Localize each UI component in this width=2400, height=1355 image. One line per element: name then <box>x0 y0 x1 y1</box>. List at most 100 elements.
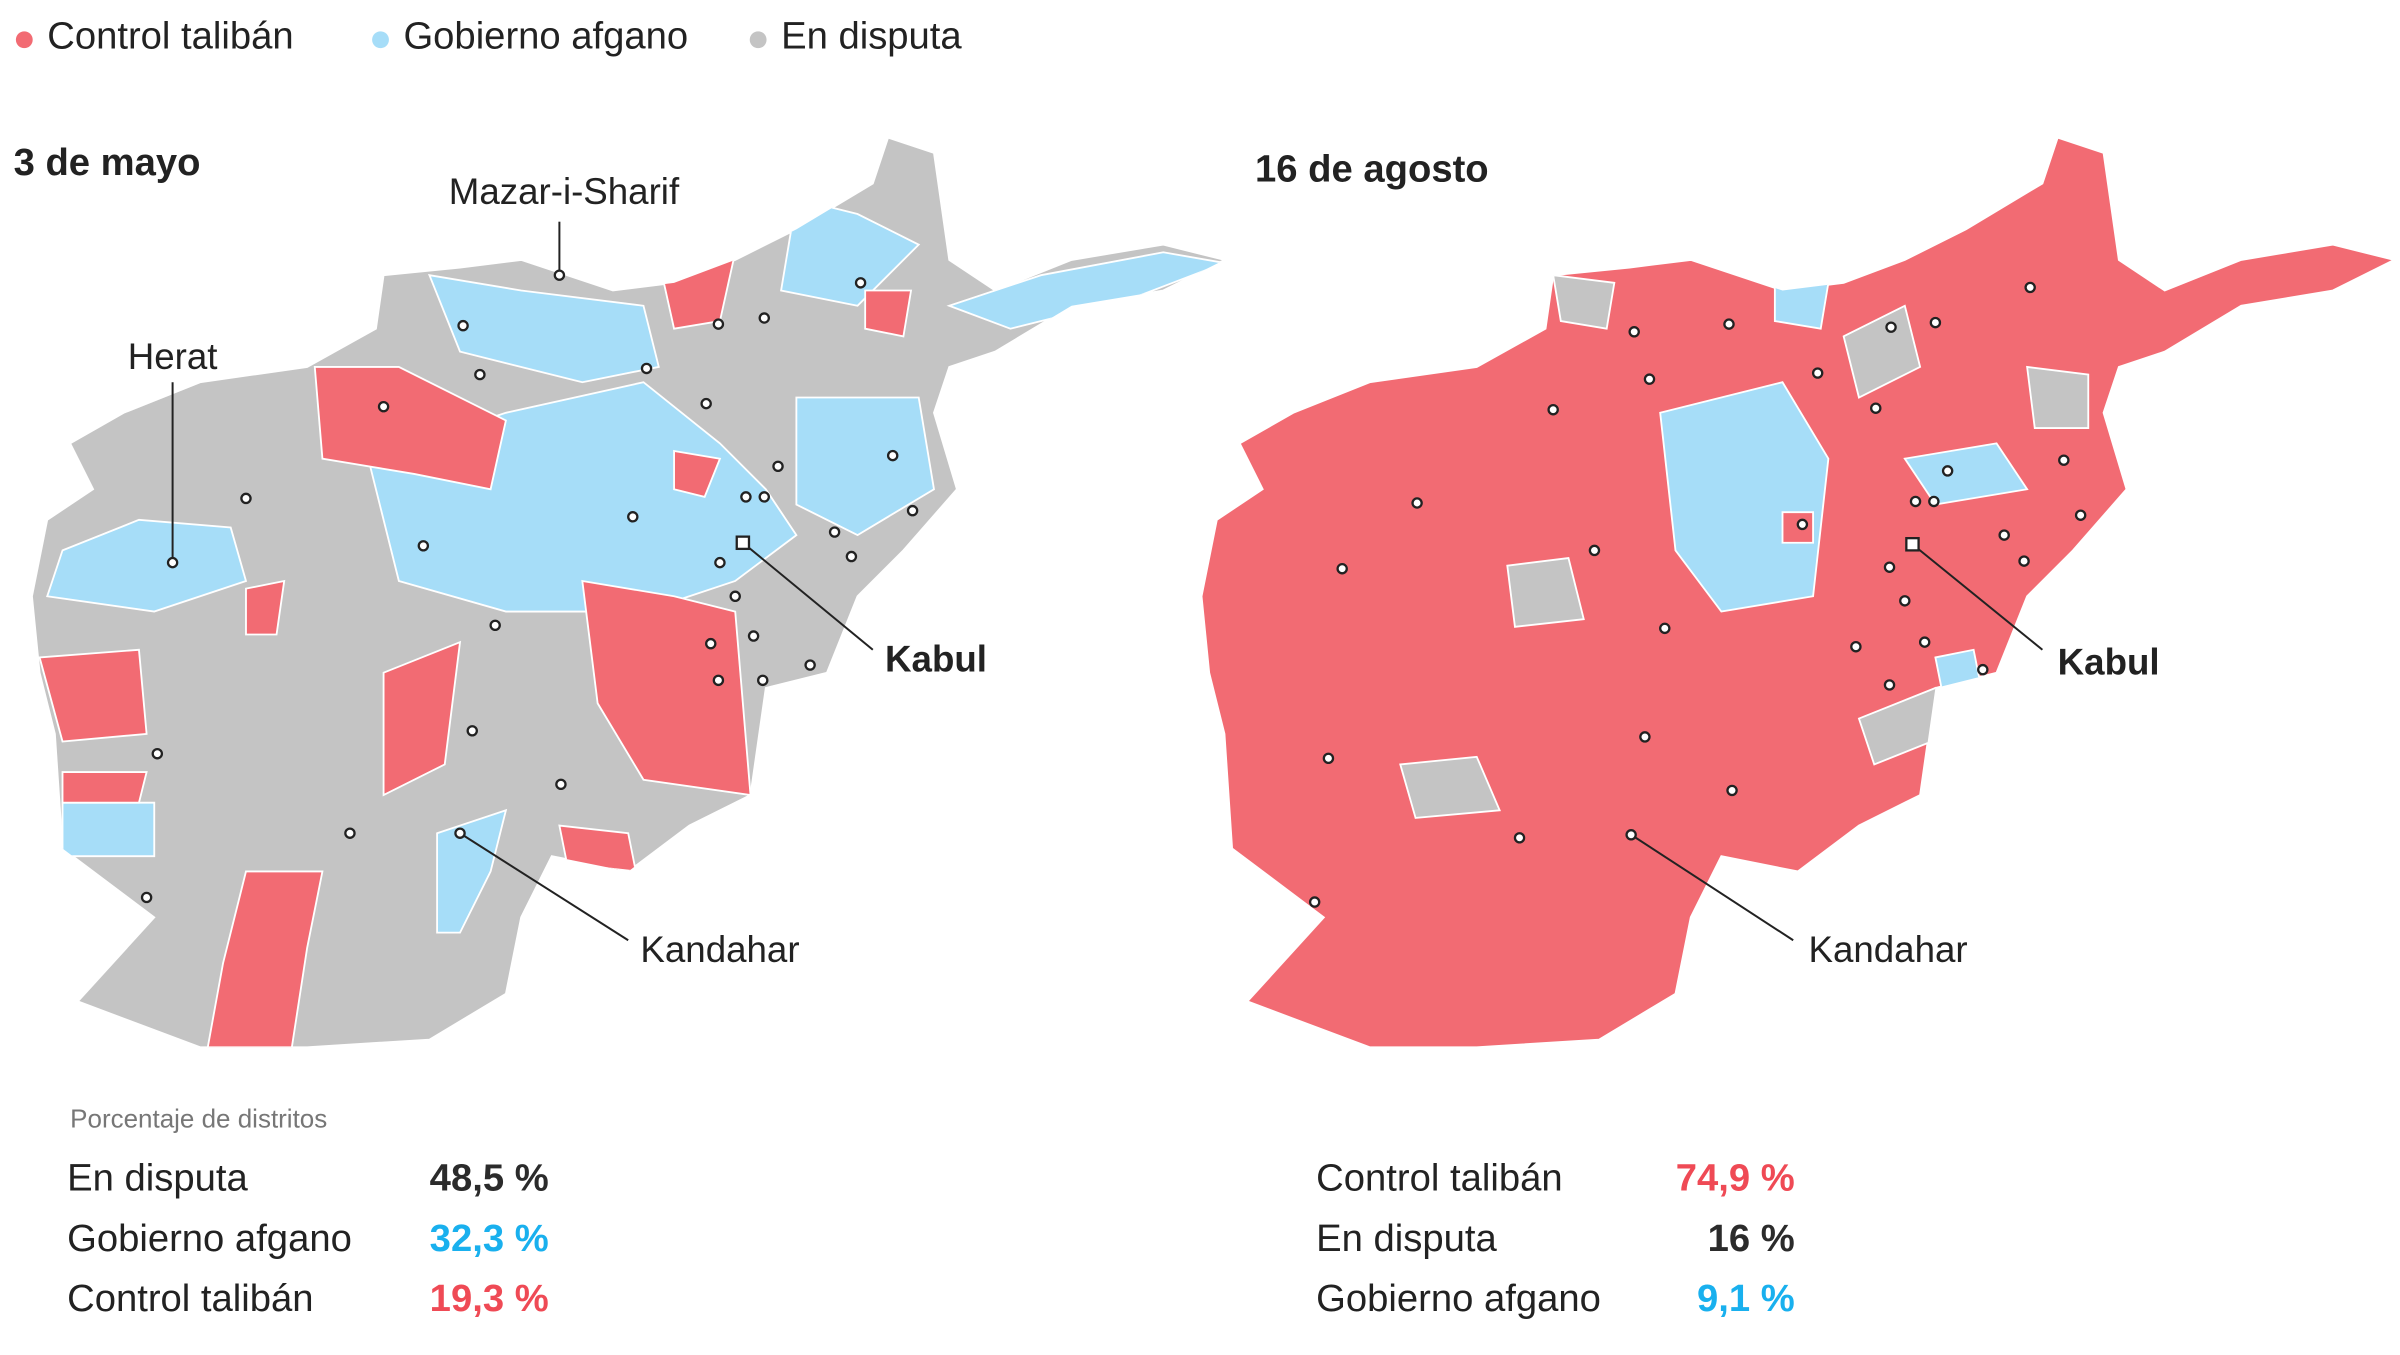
city-marker <box>845 550 858 563</box>
city-marker <box>1977 663 1989 676</box>
city-marker <box>804 659 816 671</box>
city-marker <box>747 630 760 642</box>
city-marker <box>1850 640 1862 653</box>
legend-label: Control talibán <box>47 14 293 57</box>
stat-label: Gobierno afgano <box>67 1217 352 1260</box>
legend-label: En disputa <box>781 14 962 57</box>
city-marker <box>906 504 919 517</box>
city-marker <box>1909 495 1922 508</box>
city-marker <box>555 778 567 791</box>
city-marker <box>553 269 566 281</box>
city-marker <box>2024 281 2036 294</box>
city-marker <box>712 318 725 330</box>
stat-label: En disputa <box>67 1156 248 1199</box>
city-marker <box>700 397 712 410</box>
city-label: Kabul <box>885 639 987 680</box>
leader-line <box>1630 833 1794 942</box>
city-marker <box>377 400 390 413</box>
city-marker <box>1308 896 1321 908</box>
capital-marker <box>1905 537 1920 552</box>
legend-swatch <box>372 31 389 49</box>
city-marker <box>474 368 486 381</box>
city-marker <box>1885 321 1897 333</box>
stat-value: 32,3 % <box>430 1217 549 1260</box>
city-marker <box>2018 555 2030 567</box>
city-marker <box>1899 595 1911 607</box>
city-marker <box>417 540 430 552</box>
stat-value: 48,5 % <box>430 1156 549 1199</box>
stat-label: Control talibán <box>67 1277 313 1320</box>
legend-swatch <box>749 31 767 49</box>
city-marker <box>1883 679 1896 691</box>
leader-line <box>742 541 874 651</box>
city-label: Herat <box>128 336 218 377</box>
city-marker <box>712 674 725 687</box>
city-marker <box>1726 784 1738 797</box>
city-marker <box>1870 402 1882 414</box>
city-marker <box>757 674 769 687</box>
city-marker <box>1883 561 1896 573</box>
city-marker <box>886 449 899 462</box>
city-marker <box>1628 326 1640 338</box>
city-marker <box>1625 829 1637 841</box>
city-marker <box>828 526 841 538</box>
city-marker <box>758 312 771 324</box>
city-marker <box>1811 367 1824 379</box>
city-marker <box>854 277 867 289</box>
city-marker <box>640 362 653 375</box>
city-marker <box>1322 752 1335 765</box>
city-marker <box>1336 563 1348 575</box>
districts <box>38 197 1225 1048</box>
city-marker <box>140 891 153 904</box>
stat-label: Gobierno afgano <box>1316 1277 1601 1320</box>
city-marker <box>344 827 356 839</box>
city-marker <box>1588 544 1601 557</box>
map-date: 3 de mayo <box>14 141 201 184</box>
city-marker <box>489 619 501 632</box>
city-label: Mazar-i-Sharif <box>449 171 680 212</box>
city-marker <box>2058 454 2070 466</box>
city-marker <box>1796 518 1809 531</box>
city-label: Kandahar <box>1808 929 1967 970</box>
city-marker <box>1929 316 1942 329</box>
legend-label: Gobierno afgano <box>403 14 688 57</box>
city-label: Kabul <box>2058 642 2160 683</box>
city-marker <box>1928 495 1940 508</box>
capital-marker <box>735 535 751 551</box>
city-marker <box>705 637 717 650</box>
city-marker <box>1411 497 1423 509</box>
city-marker <box>2074 509 2087 521</box>
stat-label: Control talibán <box>1316 1156 1562 1199</box>
stat-value: 19,3 % <box>430 1277 549 1320</box>
city-marker <box>1547 404 1559 416</box>
city-marker <box>758 491 771 503</box>
leader-line <box>1911 543 2044 651</box>
legend-swatch <box>15 31 33 49</box>
stats-caption: Porcentaje de distritos <box>70 1104 327 1134</box>
city-marker <box>714 556 726 569</box>
city-marker <box>1643 373 1656 385</box>
city-marker <box>1723 318 1735 330</box>
districts <box>1399 274 2090 819</box>
city-marker <box>1513 832 1526 844</box>
map-date: 16 de agosto <box>1255 147 1489 190</box>
city-marker <box>1659 622 1671 635</box>
city-marker <box>1941 465 1954 477</box>
stat-value: 16 % <box>1708 1217 1795 1260</box>
city-marker <box>240 492 252 505</box>
city-label: Kandahar <box>640 929 799 970</box>
city-marker <box>1998 529 2010 541</box>
city-marker <box>151 748 164 760</box>
city-markers <box>140 269 2087 908</box>
map-may <box>31 136 1226 1049</box>
city-marker <box>1639 731 1651 743</box>
stat-label: En disputa <box>1316 1217 1497 1260</box>
leader-line <box>459 832 629 942</box>
stat-value: 74,9 % <box>1676 1156 1795 1199</box>
city-marker <box>627 511 639 523</box>
city-marker <box>1918 636 1931 648</box>
city-marker <box>454 827 466 839</box>
city-marker <box>166 556 179 569</box>
